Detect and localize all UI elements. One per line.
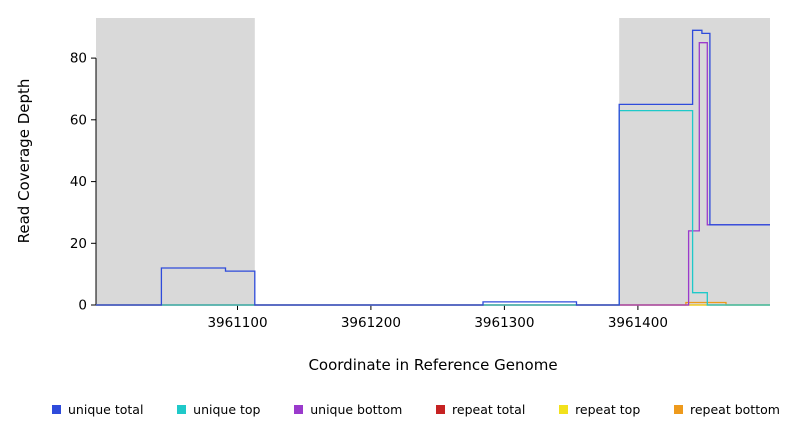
legend-item-unique-bottom: unique bottom — [294, 402, 402, 417]
legend-swatch-icon — [52, 404, 61, 414]
y-tick-label: 60 — [70, 112, 87, 128]
x-tick-label: 3961400 — [608, 315, 668, 331]
legend-item-unique-top: unique top — [177, 402, 260, 417]
x-tick-label: 3961100 — [207, 315, 267, 331]
y-axis-title: Read Coverage Depth — [15, 78, 33, 244]
legend-item-unique-total: unique total — [52, 402, 143, 417]
shaded-repeat-region-right — [619, 18, 770, 305]
legend-swatch-icon — [294, 404, 304, 414]
y-tick-label: 80 — [70, 51, 87, 67]
series-line-unique-total — [96, 29, 770, 306]
legend-item-repeat-bottom: repeat bottom — [674, 402, 780, 417]
legend-label: repeat total — [452, 401, 526, 417]
legend-swatch-icon — [436, 404, 446, 414]
legend-label: unique bottom — [310, 401, 403, 417]
x-tick-label: 3961300 — [474, 315, 534, 331]
legend-label: unique top — [193, 401, 261, 417]
legend-label: repeat bottom — [690, 401, 780, 417]
legend-swatch-icon — [559, 404, 569, 414]
series-line-unique-bottom — [96, 42, 770, 306]
legend-item-repeat-top: repeat top — [559, 402, 640, 417]
shaded-repeat-region-left — [96, 18, 255, 305]
legend-swatch-icon — [674, 404, 683, 414]
legend: unique total unique top unique bottom repea… — [0, 399, 792, 419]
legend-label: repeat top — [575, 401, 641, 417]
x-tick-label: 3961200 — [341, 315, 401, 331]
y-tick-label: 0 — [78, 298, 87, 314]
legend-item-repeat-total: repeat total — [436, 402, 525, 417]
y-tick-label: 40 — [70, 174, 87, 190]
x-axis-title: Coordinate in Reference Genome — [308, 356, 558, 374]
y-tick-label: 20 — [70, 236, 87, 252]
legend-label: unique total — [68, 401, 144, 417]
legend-swatch-icon — [177, 404, 187, 414]
